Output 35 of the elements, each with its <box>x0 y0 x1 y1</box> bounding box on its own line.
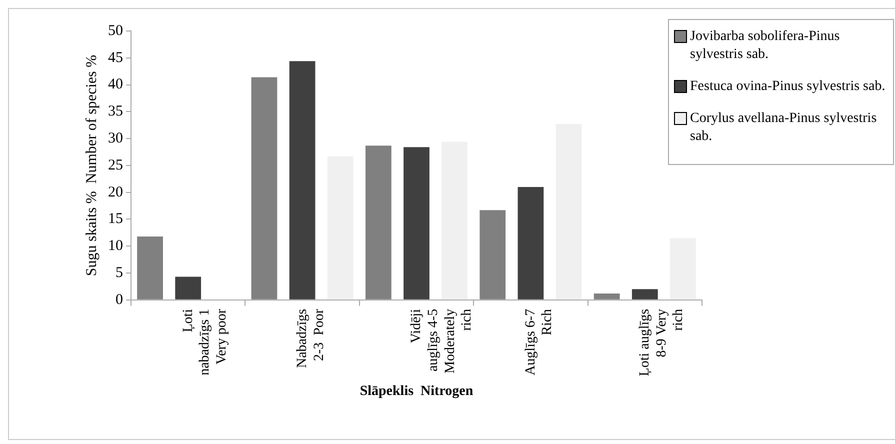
bar <box>670 238 696 300</box>
y-tick-label: 45 <box>108 50 123 66</box>
bar <box>556 124 582 300</box>
x-tick-label: Vidēji auglīgs 4-5 Moderately rich <box>409 308 475 374</box>
bar <box>137 236 163 300</box>
bar <box>518 186 544 300</box>
y-tick-label: 50 <box>108 22 123 39</box>
x-tick-label: Ļoti auglīgs 8-9 Very rich <box>638 308 686 376</box>
y-tick-label: 15 <box>108 211 123 228</box>
y-tick-label: 10 <box>108 238 123 254</box>
legend-label: Jovibarba sobolifera-Pinus sylvestris sab. <box>690 28 841 64</box>
bar <box>289 61 316 300</box>
y-axis-title: Sugu skaits % Number of species % <box>84 54 100 276</box>
bar <box>480 210 506 300</box>
bar <box>594 293 620 300</box>
y-tick-label: 40 <box>108 76 123 93</box>
legend-label: Festuca ovina-Pinus sylvestris sab. <box>690 78 886 96</box>
bar <box>404 147 430 300</box>
y-tick-label: 35 <box>108 104 123 120</box>
x-tick-label: Nabadzīgs 2-3 Poor <box>294 308 327 368</box>
x-axis-title: Slāpeklis Nitrogen <box>360 384 474 400</box>
legend-label: Corylus avellana-Pinus sylvestris sab. <box>690 110 878 146</box>
bar <box>251 77 278 300</box>
y-tick-label: 20 <box>108 184 123 200</box>
x-tick-label: Ļoti nabadzīgs 1 Very poor <box>180 308 230 376</box>
y-tick-label: 5 <box>116 264 123 281</box>
y-tick-label: 30 <box>108 130 123 147</box>
y-tick-label: 0 <box>116 292 123 308</box>
bar <box>175 276 202 300</box>
bar <box>442 142 468 300</box>
bar <box>365 146 392 300</box>
y-tick-label: 25 <box>108 157 123 174</box>
bar <box>632 289 658 300</box>
x-tick-label: Auglīgs 6-7 Rich <box>523 308 556 376</box>
bar <box>327 156 354 300</box>
